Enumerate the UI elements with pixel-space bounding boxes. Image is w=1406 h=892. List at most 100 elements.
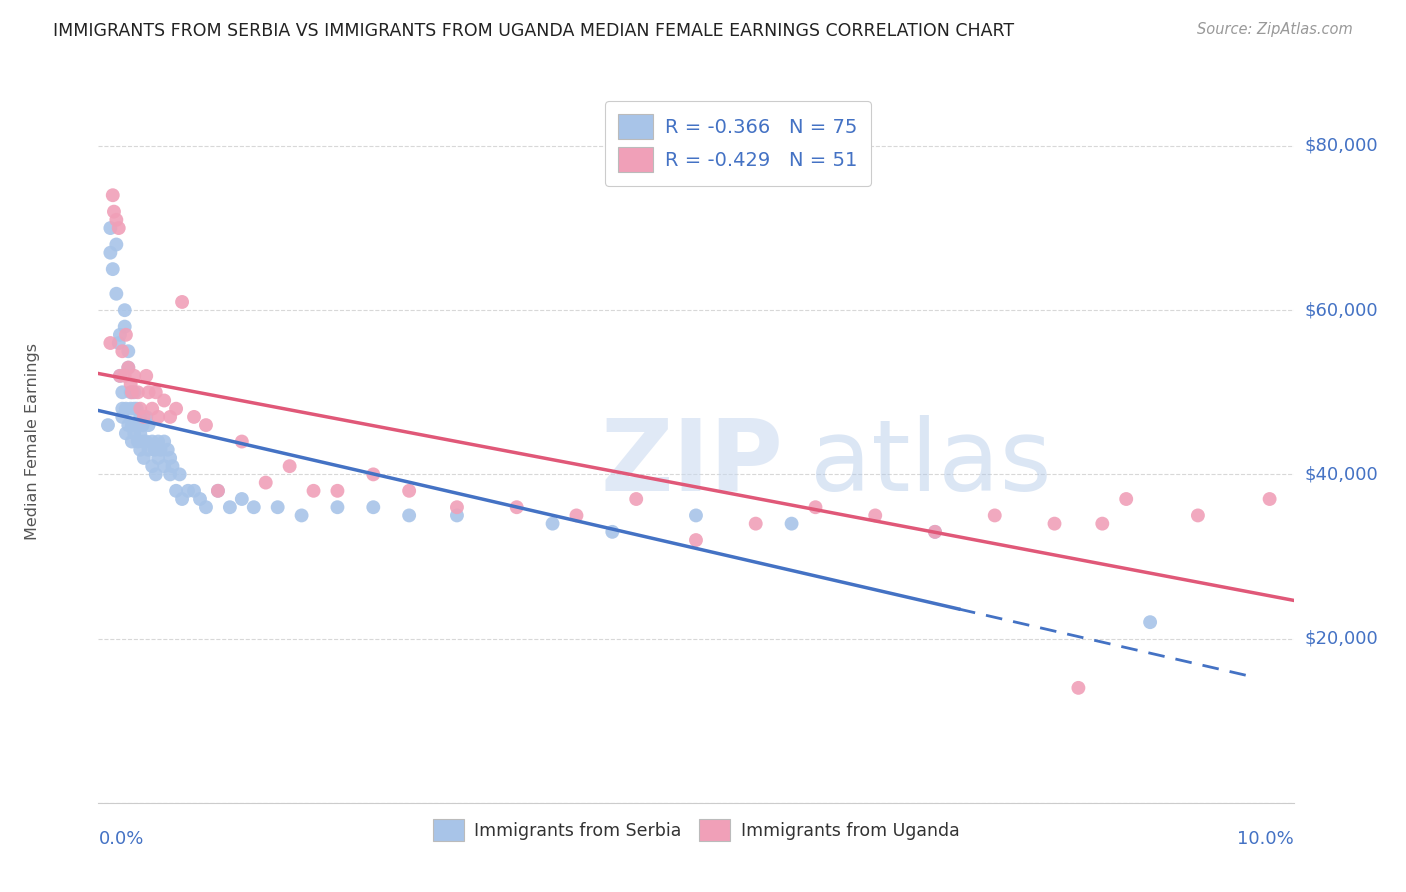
- Point: [124, 401, 146, 416]
- Point: [685, 508, 707, 523]
- Point: [291, 508, 314, 523]
- Point: [267, 500, 290, 515]
- Point: [121, 385, 143, 400]
- Point: [121, 434, 143, 449]
- Point: [138, 442, 160, 457]
- Point: [127, 418, 149, 433]
- Point: [117, 418, 139, 433]
- Point: [107, 221, 129, 235]
- Point: [1067, 681, 1090, 695]
- Point: [120, 377, 142, 392]
- Point: [924, 524, 946, 539]
- Point: [143, 442, 166, 457]
- Point: [97, 418, 120, 433]
- Point: [148, 450, 170, 465]
- Point: [120, 385, 142, 400]
- Point: [105, 237, 128, 252]
- Point: [159, 409, 181, 424]
- Point: [188, 491, 211, 506]
- Point: [121, 418, 143, 433]
- Point: [165, 483, 187, 498]
- Point: [105, 212, 128, 227]
- Point: [108, 368, 131, 383]
- Point: [153, 393, 176, 408]
- Point: [117, 344, 139, 359]
- Point: [165, 401, 187, 416]
- Point: [148, 434, 170, 449]
- Point: [125, 401, 148, 416]
- Point: [326, 500, 349, 515]
- Point: [1139, 615, 1161, 630]
- Point: [103, 204, 125, 219]
- Point: [129, 426, 152, 441]
- Point: [132, 434, 155, 449]
- Point: [111, 409, 134, 424]
- Point: [135, 434, 157, 449]
- Point: [363, 500, 385, 515]
- Text: Source: ZipAtlas.com: Source: ZipAtlas.com: [1197, 22, 1353, 37]
- Point: [195, 418, 218, 433]
- Point: [195, 500, 218, 515]
- Point: [804, 500, 827, 515]
- Point: [169, 467, 191, 482]
- Text: 0.0%: 0.0%: [98, 830, 143, 848]
- Point: [446, 500, 468, 515]
- Point: [243, 500, 266, 515]
- Point: [132, 409, 155, 424]
- Point: [129, 442, 152, 457]
- Point: [183, 483, 205, 498]
- Text: atlas: atlas: [810, 415, 1052, 512]
- Point: [231, 434, 253, 449]
- Point: [120, 401, 142, 416]
- Point: [219, 500, 242, 515]
- Point: [107, 336, 129, 351]
- Text: IMMIGRANTS FROM SERBIA VS IMMIGRANTS FROM UGANDA MEDIAN FEMALE EARNINGS CORRELAT: IMMIGRANTS FROM SERBIA VS IMMIGRANTS FRO…: [53, 22, 1015, 40]
- Point: [141, 434, 163, 449]
- Point: [141, 401, 163, 416]
- Point: [145, 467, 167, 482]
- Point: [127, 385, 149, 400]
- Point: [135, 368, 157, 383]
- Point: [117, 360, 139, 375]
- Point: [111, 401, 134, 416]
- Point: [1115, 491, 1137, 506]
- Point: [183, 409, 205, 424]
- Point: [172, 491, 194, 506]
- Point: [984, 508, 1007, 523]
- Legend: Immigrants from Serbia, Immigrants from Uganda: Immigrants from Serbia, Immigrants from …: [426, 812, 966, 848]
- Point: [207, 483, 229, 498]
- Text: $20,000: $20,000: [1305, 630, 1378, 648]
- Point: [159, 450, 181, 465]
- Point: [159, 467, 181, 482]
- Point: [98, 245, 122, 260]
- Point: [131, 418, 153, 433]
- Text: $80,000: $80,000: [1305, 137, 1378, 155]
- Point: [98, 221, 122, 235]
- Point: [148, 409, 170, 424]
- Point: [254, 475, 277, 490]
- Point: [115, 426, 138, 441]
- Point: [114, 368, 136, 383]
- Point: [138, 418, 160, 433]
- Point: [111, 385, 134, 400]
- Point: [135, 409, 157, 424]
- Point: [1043, 516, 1066, 531]
- Point: [1258, 491, 1281, 506]
- Point: [1187, 508, 1209, 523]
- Point: [111, 344, 134, 359]
- Point: [745, 516, 768, 531]
- Point: [124, 368, 146, 383]
- Point: [127, 434, 149, 449]
- Point: [115, 401, 138, 416]
- Point: [162, 459, 184, 474]
- Text: ZIP: ZIP: [600, 415, 783, 512]
- Text: Median Female Earnings: Median Female Earnings: [25, 343, 41, 540]
- Point: [115, 327, 138, 342]
- Point: [149, 442, 172, 457]
- Point: [780, 516, 803, 531]
- Point: [231, 491, 253, 506]
- Point: [101, 262, 124, 277]
- Point: [177, 483, 200, 498]
- Point: [506, 500, 529, 515]
- Point: [278, 459, 301, 474]
